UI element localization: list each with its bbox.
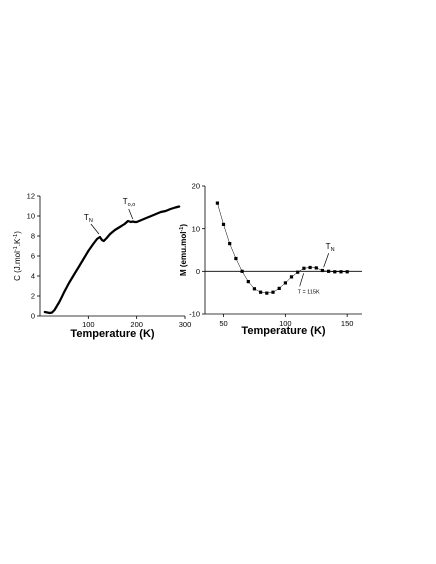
y-axis-label: M (emu.mol-1) <box>179 224 188 276</box>
heat-capacity-chart: 100 200 300 0 2 4 6 8 10 12 Temperature (K) C (J.mo… <box>13 192 191 340</box>
y-tick-label: 8 <box>31 232 35 241</box>
series-line <box>43 205 181 315</box>
data-point <box>327 269 331 273</box>
y-tick-label: -10 <box>189 310 200 319</box>
data-point <box>345 270 349 274</box>
data-point <box>228 242 232 246</box>
data-point <box>221 222 226 226</box>
data-point <box>215 201 219 205</box>
annotation-arrow <box>299 273 304 287</box>
y-tick-label: 2 <box>31 292 35 301</box>
x-tick-label: 50 <box>219 319 227 328</box>
data-point <box>271 290 275 294</box>
data-point <box>252 287 256 291</box>
y-tick-label: 0 <box>31 312 35 321</box>
data-point <box>320 268 324 273</box>
y-tick-label: 20 <box>192 182 200 191</box>
data-point <box>289 275 294 279</box>
x-tick-label: 100 <box>279 319 292 328</box>
magnetization-chart: 50 100 150 -10 0 10 20 Temperature (K) M (emu.mo… <box>179 182 362 337</box>
x-tick-label: 100 <box>82 320 95 329</box>
data-point <box>277 286 281 290</box>
data-point <box>302 266 306 270</box>
annotation-arrow <box>323 253 330 268</box>
data-point <box>234 256 238 261</box>
data-point <box>339 270 343 274</box>
y-axis-label: C (J.mol-1.K-1) <box>13 231 22 281</box>
data-point <box>296 270 300 274</box>
annotation-arrow <box>128 208 134 220</box>
y-tick-label: 10 <box>27 212 35 221</box>
data-point <box>333 270 337 274</box>
data-point <box>314 266 318 270</box>
data-point <box>246 280 250 284</box>
annotation-tn: TN <box>326 242 335 253</box>
x-tick-label: 300 <box>179 320 192 329</box>
data-point <box>259 290 263 294</box>
y-tick-label: 10 <box>192 224 200 233</box>
annotation-tn: TN <box>84 213 93 224</box>
data-point <box>265 291 269 295</box>
y-tick-label: 6 <box>31 252 35 261</box>
y-tick-label: 4 <box>31 272 35 281</box>
x-axis-label: Temperature (K) <box>70 328 154 340</box>
data-point <box>283 281 287 285</box>
annotation-t115: T = 115K <box>298 289 320 295</box>
y-tick-label: 12 <box>27 192 35 201</box>
y-tick-label: 0 <box>196 267 200 276</box>
data-point <box>240 269 244 273</box>
annotation-too: To,o <box>123 197 136 208</box>
series-line <box>217 203 348 294</box>
x-axis-label: Temperature (K) <box>241 325 325 337</box>
x-tick-label: 150 <box>341 319 354 328</box>
annotation-arrow <box>90 223 100 235</box>
x-tick-label: 200 <box>130 320 143 329</box>
data-point <box>308 265 312 270</box>
